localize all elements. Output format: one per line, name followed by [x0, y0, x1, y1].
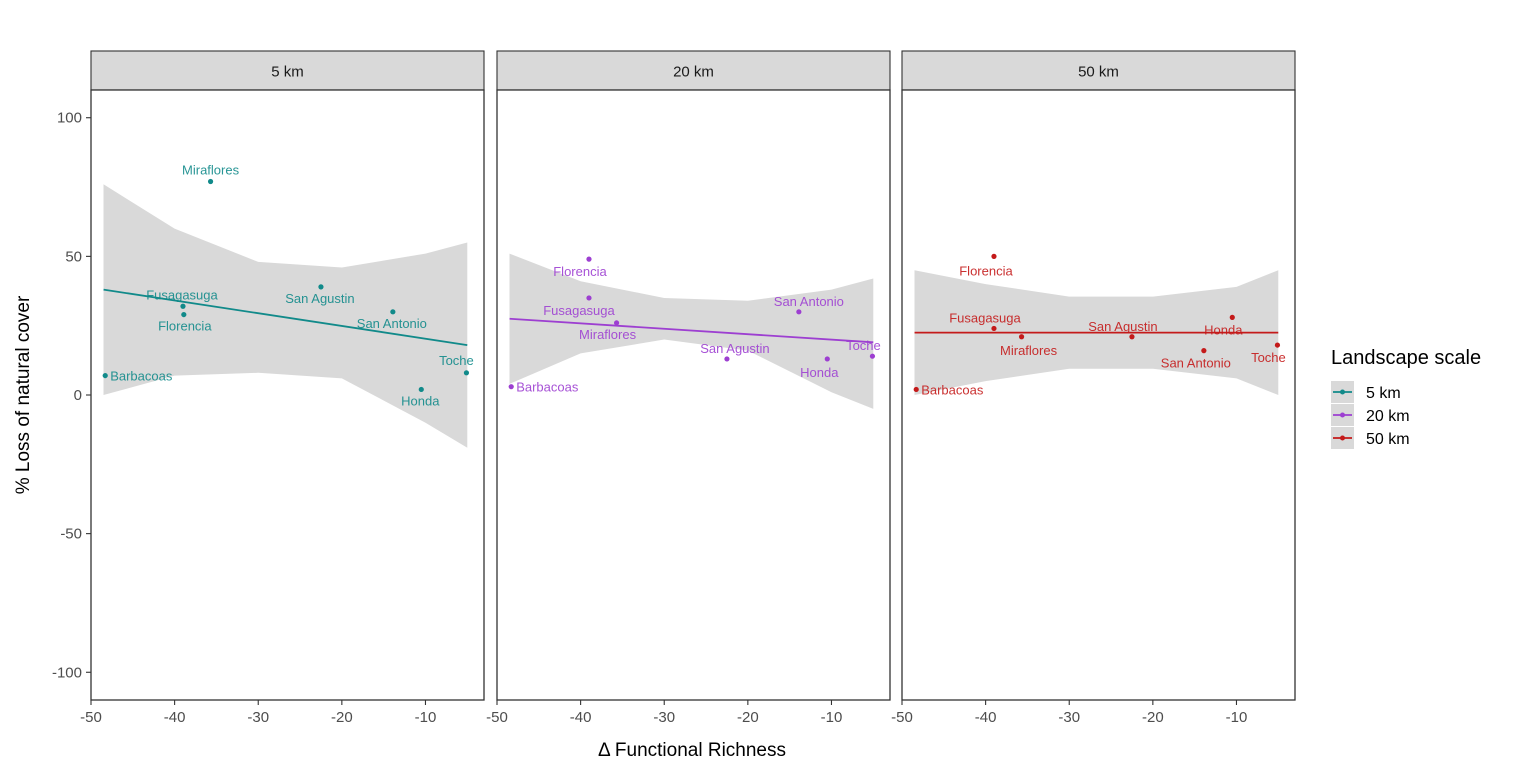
y-axis-title: % Loss of natural cover [13, 295, 34, 494]
point-label-20km-barbacoas: Barbacoas [516, 380, 579, 395]
point-label-5km-barbacoas: Barbacoas [110, 369, 173, 384]
point-50km-fusagasuga [991, 325, 997, 332]
point-label-20km-fusagasuga: Fusagasuga [543, 303, 615, 318]
panel-border-20km [496, 89, 891, 701]
strip-20km [496, 50, 891, 91]
x-tick-label-50km: -10 [1226, 709, 1248, 726]
fit-line-20km [509, 317, 874, 344]
point-50km-san-antonio [1201, 348, 1207, 354]
point-label-5km-san-agustin: San Agustin [285, 291, 354, 306]
point-50km-barbacoas [913, 386, 919, 393]
point-50km-florencia [991, 253, 997, 259]
point-label-50km-toche: Toche [1251, 350, 1286, 365]
point-label-50km-san-agustin: San Agustin [1088, 319, 1157, 334]
point-20km-barbacoas [508, 384, 514, 390]
x-tick-label-20km: -50 [486, 709, 508, 726]
panel-border-50km [901, 89, 1296, 701]
point-5km-honda [418, 386, 424, 393]
x-tick-label-50km: -30 [1058, 709, 1080, 726]
x-tick-label-20km: -10 [821, 709, 843, 726]
point-label-50km-florencia: Florencia [959, 263, 1013, 278]
point-50km-miraflores [1018, 334, 1025, 340]
legend-label-5km: 5 km [1366, 385, 1401, 402]
point-20km-san-agustin [724, 356, 730, 362]
y-tick-label: -50 [60, 526, 82, 543]
y-tick-label: 100 [57, 110, 82, 127]
x-tick-label-20km: -30 [653, 709, 675, 726]
x-axis-title: Δ Functional Richness [598, 740, 786, 761]
legend-title: Landscape scale [1331, 347, 1481, 369]
point-label-20km-miraflores: Miraflores [579, 327, 637, 342]
strip-50km [901, 50, 1296, 91]
point-label-5km-san-antonio: San Antonio [357, 316, 427, 331]
point-5km-miraflores [207, 178, 214, 185]
x-tick-label-5km: -20 [331, 709, 353, 726]
strip-label-50km: 50 km [1078, 64, 1119, 81]
point-50km-honda [1229, 314, 1235, 320]
point-label-5km-florencia: Florencia [158, 319, 212, 334]
point-label-50km-barbacoas: Barbacoas [921, 382, 984, 397]
y-tick-label: -100 [52, 664, 82, 681]
confidence-band-5km [103, 184, 468, 448]
point-label-5km-toche: Toche [439, 353, 474, 368]
x-tick-label-20km: -20 [737, 709, 759, 726]
x-tick-label-50km: -20 [1142, 709, 1164, 726]
x-tick-label-50km: -50 [891, 709, 913, 726]
legend-key-point [1340, 435, 1345, 441]
strip-label-5km: 5 km [271, 64, 304, 81]
legend-label-20km: 20 km [1366, 408, 1410, 425]
legend-key-point [1340, 389, 1345, 395]
point-label-5km-honda: Honda [401, 393, 440, 408]
point-5km-fusagasuga [180, 303, 186, 309]
point-20km-fusagasuga [586, 295, 592, 301]
point-label-50km-miraflores: Miraflores [1000, 343, 1058, 358]
point-5km-san-agustin [318, 284, 324, 290]
panel-bg-50km [902, 90, 1295, 700]
point-50km-toche [1274, 342, 1281, 348]
x-tick-label-50km: -40 [975, 709, 997, 726]
legend-label-50km: 50 km [1366, 431, 1410, 448]
point-label-20km-honda: Honda [800, 365, 839, 380]
point-label-20km-san-agustin: San Agustin [700, 341, 769, 356]
point-50km-san-agustin [1129, 334, 1135, 340]
x-tick-label-20km: -40 [570, 709, 592, 726]
y-tick-label: 50 [65, 248, 82, 265]
fit-line-5km [103, 288, 468, 346]
point-label-20km-florencia: Florencia [553, 264, 607, 279]
point-5km-barbacoas [102, 372, 108, 379]
y-tick-label: 0 [74, 387, 82, 404]
x-tick-label-5km: -10 [415, 709, 437, 726]
point-20km-florencia [586, 256, 592, 262]
point-5km-toche [463, 370, 470, 376]
point-label-50km-san-antonio: San Antonio [1161, 356, 1231, 371]
point-label-50km-honda: Honda [1204, 322, 1243, 337]
legend-key-point [1340, 412, 1345, 418]
point-20km-toche [869, 353, 876, 359]
point-label-20km-toche: Toche [846, 338, 881, 353]
point-label-20km-san-antonio: San Antonio [774, 294, 844, 309]
point-20km-miraflores [613, 320, 620, 326]
point-5km-florencia [181, 311, 187, 318]
strip-label-20km: 20 km [673, 64, 714, 81]
x-tick-label-5km: -50 [80, 709, 102, 726]
panel-bg-20km [497, 90, 890, 700]
point-label-5km-fusagasuga: Fusagasuga [146, 287, 218, 302]
x-tick-label-5km: -30 [247, 709, 269, 726]
point-20km-san-antonio [796, 309, 802, 315]
x-tick-label-5km: -40 [164, 709, 186, 726]
point-label-5km-miraflores: Miraflores [182, 163, 240, 178]
point-5km-san-antonio [390, 309, 396, 315]
strip-5km [90, 50, 485, 91]
point-label-50km-fusagasuga: Fusagasuga [949, 310, 1021, 325]
point-20km-honda [824, 356, 830, 362]
